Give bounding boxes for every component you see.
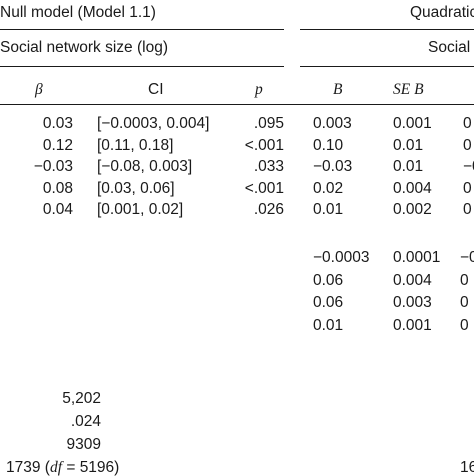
cell-edge-partial: 0 bbox=[463, 201, 472, 218]
cell-p: .095 bbox=[253, 115, 284, 132]
cell-edge-partial: 0 bbox=[463, 136, 472, 154]
cell-edge-partial: −0 bbox=[460, 249, 474, 266]
cell-p: <.001 bbox=[244, 136, 284, 154]
cell-p: .026 bbox=[253, 201, 284, 218]
cell-ci: [0.001, 0.02] bbox=[97, 201, 184, 218]
cell-ci: [−0.08, 0.003] bbox=[97, 158, 193, 175]
cell-seb: 0.004 bbox=[393, 271, 432, 289]
cell-p: <.001 bbox=[244, 179, 284, 197]
cell-seb: 0.004 bbox=[393, 179, 432, 197]
cell-b: 0.06 bbox=[313, 294, 344, 311]
cell-b: −0.0003 bbox=[313, 249, 370, 266]
cell-seb: 0.002 bbox=[393, 201, 432, 218]
df-value: 5196 bbox=[79, 459, 115, 476]
cell-b: 0.003 bbox=[313, 115, 352, 132]
chi-value: 1739 bbox=[6, 459, 41, 476]
cell-seb: 0.0001 bbox=[393, 249, 441, 266]
cell-b: 0.01 bbox=[313, 201, 344, 218]
cell-ci: [0.11, 0.18] bbox=[97, 136, 174, 154]
cell-edge-partial: 0 bbox=[463, 115, 472, 132]
cell-beta: −0.03 bbox=[33, 158, 73, 175]
cell-b: 0.01 bbox=[313, 316, 344, 334]
social-network-rule-right bbox=[300, 66, 474, 67]
cell-edge-partial: 0 bbox=[460, 271, 469, 289]
cell-edge-partial: 0 bbox=[463, 179, 472, 197]
cell-seb: 0.001 bbox=[393, 316, 432, 334]
cell-seb: 0.01 bbox=[393, 136, 424, 154]
cell-p: .033 bbox=[253, 158, 284, 175]
cell-seb: 0.001 bbox=[393, 115, 432, 132]
social-network-rule-left bbox=[0, 66, 284, 67]
col-header-p: p bbox=[255, 81, 263, 98]
cell-edge-partial: 0 bbox=[460, 294, 469, 311]
quadratic-model-header: Quadratic bbox=[410, 4, 474, 21]
cell-edge-partial: −0 bbox=[463, 158, 474, 175]
col-header-seb: SE B bbox=[393, 81, 424, 98]
cell-seb: 0.003 bbox=[393, 294, 432, 311]
cell-beta: 0.04 bbox=[42, 201, 73, 218]
cell-edge-partial: 0 bbox=[460, 316, 469, 334]
cell-ci: [0.03, 0.06] bbox=[97, 179, 175, 197]
cell-beta: 0.12 bbox=[42, 136, 73, 154]
col-header-beta: β bbox=[35, 81, 43, 98]
cell-ci: [−0.0003, 0.004] bbox=[97, 115, 210, 132]
cell-b: 0.02 bbox=[313, 179, 344, 197]
col-header-b: B bbox=[333, 81, 343, 98]
social-network-header-left: Social network size (log) bbox=[0, 39, 168, 56]
cell-b: 0.06 bbox=[313, 271, 344, 289]
cell-b: −0.03 bbox=[313, 158, 353, 175]
column-header-rule bbox=[0, 104, 474, 105]
social-network-header-right: Social bbox=[428, 39, 471, 56]
cell-seb: 0.01 bbox=[393, 158, 424, 175]
null-model-rule bbox=[0, 29, 284, 30]
model-stat-value: 9309 bbox=[66, 436, 101, 453]
cell-b: 0.10 bbox=[313, 136, 344, 154]
df-label: df bbox=[49, 459, 63, 476]
model-stat-chi: 1739 (df = 5196) bbox=[6, 459, 120, 476]
model-stat-n: 5,202 bbox=[62, 390, 101, 407]
model-stat-icc: .024 bbox=[70, 413, 101, 430]
cell-beta: 0.08 bbox=[42, 179, 73, 197]
col-header-ci: CI bbox=[148, 81, 164, 98]
quadratic-model-rule bbox=[300, 29, 474, 30]
null-model-header: Null model (Model 1.1) bbox=[0, 4, 156, 21]
cell-beta: 0.03 bbox=[42, 115, 73, 132]
bottom-right-partial: 16 bbox=[460, 459, 474, 476]
